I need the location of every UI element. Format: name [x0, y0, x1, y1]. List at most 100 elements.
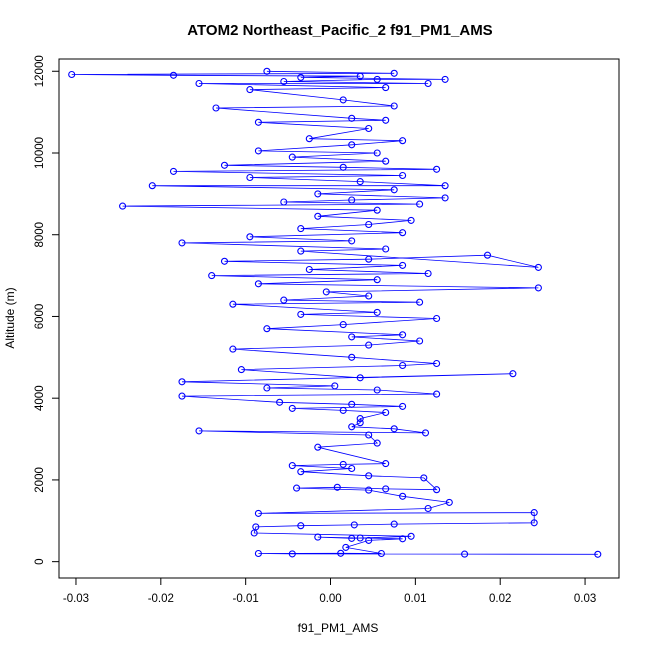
data-point: [68, 70, 76, 79]
data-point: [399, 137, 407, 145]
data-point: [339, 406, 347, 414]
data-point: [297, 468, 305, 476]
data-point: [433, 314, 441, 323]
y-axis-label: Altitude (m): [3, 287, 17, 348]
series-connecting-line: [71, 70, 598, 555]
y-tick-label: 12000: [34, 55, 46, 87]
data-point: [424, 269, 432, 278]
data-point: [280, 198, 288, 206]
y-tick-label: 6000: [34, 304, 46, 330]
data-point: [365, 536, 373, 544]
data-point: [382, 460, 390, 468]
data-point: [339, 321, 347, 329]
data-point: [399, 492, 407, 500]
x-axis: -0.03 -0.02 -0.01 0.00 0.01 0.02 0.03: [63, 577, 596, 605]
data-point: [390, 520, 398, 528]
data-point: [365, 341, 373, 349]
data-point: [348, 114, 356, 122]
data-point: [148, 182, 156, 190]
data-point: [420, 474, 428, 482]
data-point: [288, 550, 296, 558]
data-point: [356, 178, 364, 186]
data-point: [373, 308, 381, 316]
data-point: [276, 398, 284, 406]
data-point: [365, 486, 373, 494]
data-point: [445, 498, 453, 506]
data-point: [399, 402, 407, 410]
data-point: [246, 86, 254, 94]
data-point: [169, 167, 178, 175]
data-point: [333, 483, 341, 491]
data-point: [339, 163, 347, 171]
data-point: [424, 504, 432, 513]
data-point: [424, 79, 432, 88]
data-point: [433, 359, 441, 368]
data-point: [220, 257, 229, 265]
data-point: [288, 462, 296, 470]
data-point: [421, 429, 430, 437]
data-point: [534, 284, 542, 292]
x-tick-label: -0.03: [63, 593, 89, 605]
data-point: [382, 116, 390, 124]
data-point: [246, 173, 254, 182]
data-point: [297, 310, 305, 318]
data-point: [288, 404, 296, 412]
data-point: [407, 532, 415, 540]
data-point: [246, 233, 254, 241]
data-point: [305, 135, 313, 143]
data-point: [348, 464, 356, 473]
y-tick-label: 8000: [34, 222, 46, 248]
y-tick-label: 10000: [34, 137, 46, 169]
y-axis: 0 2000 4000 6000 8000 10000 12000: [34, 55, 60, 565]
data-point: [509, 370, 517, 378]
data-point: [382, 245, 390, 253]
data-point: [348, 423, 356, 431]
data-point: [399, 229, 407, 237]
data-point: [356, 534, 364, 542]
data-point: [433, 165, 441, 173]
data-point: [441, 194, 449, 202]
data-point: [534, 263, 542, 271]
x-tick-label: 0.01: [404, 593, 426, 605]
data-point: [356, 72, 364, 80]
data-point: [461, 550, 469, 558]
data-point: [441, 182, 449, 190]
data-point: [280, 77, 288, 86]
data-point: [337, 549, 345, 557]
data-point: [399, 331, 407, 339]
data-point: [178, 392, 186, 400]
data-point: [373, 149, 381, 157]
data-point: [365, 431, 373, 439]
data-point: [297, 247, 305, 255]
data-point: [348, 400, 356, 408]
data-point: [416, 200, 424, 208]
data-point: [382, 485, 390, 493]
data-point: [220, 161, 229, 169]
data-point: [178, 378, 186, 386]
data-point: [229, 345, 237, 353]
data-point: [263, 325, 271, 333]
y-tick-label: 0: [34, 558, 46, 564]
data-point: [348, 237, 356, 245]
data-point: [314, 212, 322, 220]
data-point: [339, 460, 347, 468]
data-point: [305, 265, 313, 274]
data-point: [365, 124, 373, 133]
data-point: [483, 251, 492, 259]
data-point: [399, 171, 407, 180]
data-point: [254, 509, 262, 517]
data-point: [254, 549, 262, 558]
data-point: [252, 523, 260, 531]
x-tick-label: -0.02: [148, 593, 174, 605]
data-point: [399, 261, 407, 269]
data-point: [293, 484, 301, 492]
data-point: [195, 427, 203, 435]
data-layer: [68, 67, 602, 558]
data-point: [331, 382, 339, 390]
data-point: [348, 353, 356, 361]
data-point: [297, 225, 305, 233]
data-point: [433, 390, 441, 398]
plot-frame: [58, 58, 620, 579]
data-point: [195, 79, 203, 88]
